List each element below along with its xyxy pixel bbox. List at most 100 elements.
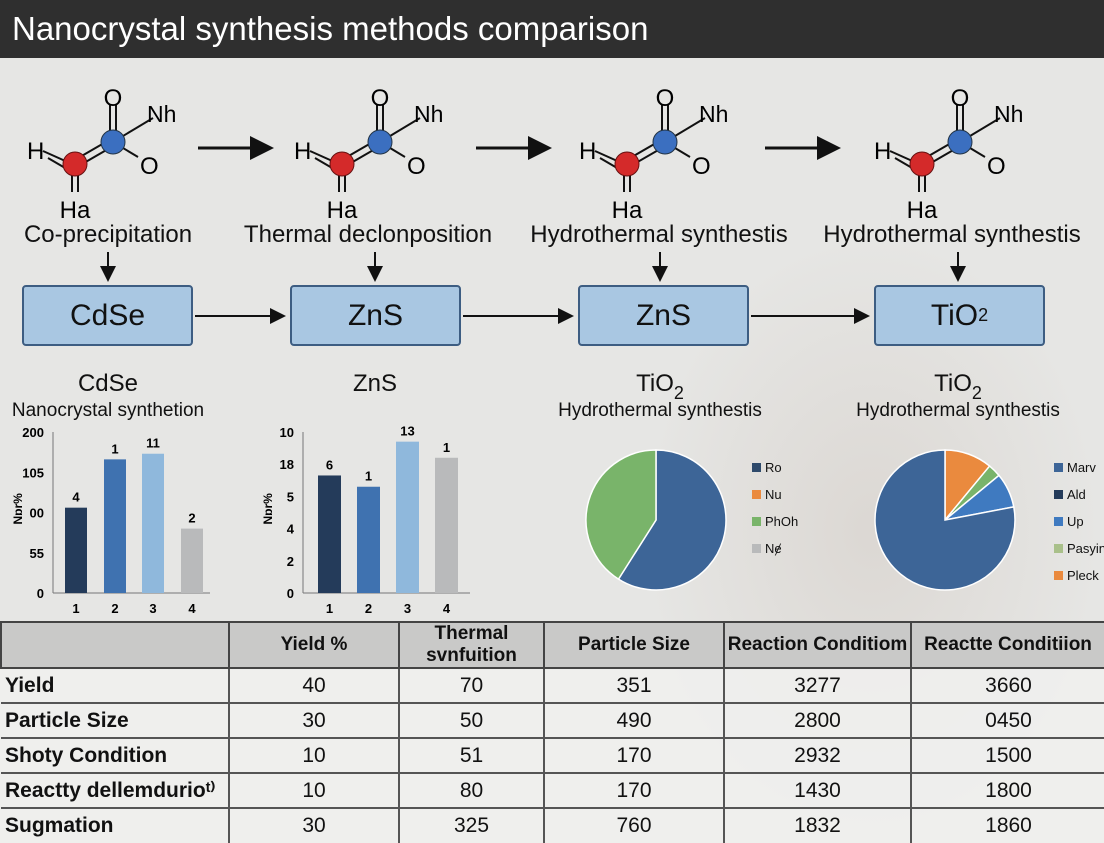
legend-label: Ro	[765, 460, 782, 475]
legend-label: Pasyin	[1067, 541, 1104, 556]
data-label: 13	[400, 424, 414, 439]
caption-title-text: CdSe	[77, 370, 139, 397]
table-cell: Shoty Condition	[1, 737, 229, 773]
bar	[357, 486, 380, 593]
caption-title: CdSe	[78, 370, 138, 398]
legend-label: Marv	[1067, 460, 1096, 475]
x-tick-label: 1	[72, 601, 79, 616]
y-axis-label: Nɒr%	[11, 493, 25, 525]
y-axis-label: Nɒr%	[261, 493, 275, 525]
material-box-zns: ZnS	[290, 285, 461, 346]
caption-title-text: TiO	[636, 370, 674, 397]
box-label: TiO	[930, 298, 979, 332]
material-box-tio2: TiO 2	[874, 285, 1045, 346]
table-cell: 30	[228, 807, 399, 843]
legend-item: Ro	[752, 454, 798, 481]
table-cell: 0450	[910, 702, 1104, 738]
box-label: ZnS	[347, 298, 404, 332]
atom-label: O	[371, 85, 390, 112]
pie-slice	[874, 449, 1016, 591]
material-box-zns: ZnS	[578, 285, 749, 346]
table-cell: 10	[228, 772, 399, 808]
legend-item: PhOh	[752, 508, 798, 535]
box-subscript: 2	[978, 305, 989, 325]
header-row: Yield % Thermal svnfuition Particle Size Re…	[0, 621, 1104, 669]
table-cell: 170	[543, 772, 724, 808]
table-cell: 70	[398, 667, 544, 703]
caption-subscript: 2	[673, 383, 684, 403]
atom-label: H	[874, 138, 891, 165]
atom-label: Ha	[327, 197, 358, 224]
table-cell: 1832	[723, 807, 911, 843]
column-header: Reactte Conditiion	[910, 621, 1104, 669]
bar	[65, 507, 87, 593]
legend-item: Marv	[1054, 454, 1104, 481]
atom-label: Nh	[414, 101, 443, 127]
bar	[318, 475, 341, 593]
legend-swatch	[1054, 463, 1063, 472]
atom-red	[62, 151, 88, 177]
atom-blue	[947, 129, 973, 155]
table-cell: 351	[543, 667, 724, 703]
molecule-diagram: O Nh O H Ha	[579, 85, 728, 224]
caption-subtitle: Hydrothermal synthestis	[856, 400, 1060, 421]
y-tick-label: 2	[287, 554, 294, 569]
x-tick-label: 2	[365, 601, 372, 616]
data-label: 1	[111, 441, 118, 456]
table-cell: 10	[228, 737, 399, 773]
table-cell: 1430	[723, 772, 911, 808]
box-label: ZnS	[635, 298, 692, 332]
table-cell: 325	[398, 807, 544, 843]
table-cell: 3277	[723, 667, 911, 703]
legend-item: Up	[1054, 508, 1104, 535]
molecule-diagram: O Nh O H Ha	[294, 85, 443, 224]
y-tick-label: 00	[30, 506, 44, 521]
x-tick-label: 2	[111, 601, 118, 616]
y-tick-label: 0	[287, 586, 294, 601]
table-cell: 1860	[910, 807, 1104, 843]
table-cell: Sugmation	[1, 807, 229, 843]
data-label: 1	[365, 469, 372, 484]
legend-swatch	[752, 490, 761, 499]
pie-legend: Marv Ald Up Pasyin Pleck	[1054, 454, 1104, 589]
bar	[435, 457, 458, 593]
flow-arrows	[100, 136, 966, 324]
y-tick-label: 105	[22, 465, 44, 480]
table-cell: 51	[398, 737, 544, 773]
legend-label: PhOh	[765, 514, 799, 529]
atom-label: Ha	[612, 197, 643, 224]
molecule-diagram: O Nh O H Ha	[27, 85, 176, 224]
atom-blue	[100, 129, 126, 155]
caption-title-text: TiO	[934, 370, 972, 397]
box-label: CdSe	[69, 298, 146, 332]
table-row: Reactty dellemdurioᵗ⁾ 10 80 170 1430 1800	[1, 772, 1104, 808]
atom-label: O	[987, 153, 1006, 180]
caption-title: TiO2	[636, 370, 684, 404]
table-row: Particle Size 30 50 490 2800 0450	[1, 702, 1104, 738]
table-cell: 40	[228, 667, 399, 703]
atom-label: O	[140, 153, 159, 180]
legend-swatch	[752, 517, 761, 526]
method-label: Thermal declonposition	[243, 221, 493, 248]
caption-title: TiO2	[934, 370, 982, 404]
table-cell: 490	[543, 702, 724, 738]
pie-slice	[617, 449, 727, 591]
table-cell: 760	[543, 807, 724, 843]
y-tick-label: 4	[287, 522, 295, 537]
atom-label: Ha	[907, 197, 938, 224]
caption-title-text: ZnS	[352, 370, 398, 397]
legend-label: Pleck	[1067, 568, 1099, 583]
atom-label: O	[951, 85, 970, 112]
atom-label: O	[407, 153, 426, 180]
legend-item: Pasyin	[1054, 535, 1104, 562]
atom-red	[329, 151, 355, 177]
y-tick-label: 200	[22, 425, 44, 440]
table-cell: 2800	[723, 702, 911, 738]
y-tick-label: 5	[287, 489, 294, 504]
atom-label: Nh	[147, 101, 176, 127]
atom-label: H	[579, 138, 596, 165]
table-row: Yield 40 70 351 3277 3660	[1, 667, 1104, 703]
caption-subtitle: Nanocrystal synthetion	[11, 400, 205, 421]
pie-legend: Ro Nu PhOh Nɇ	[752, 454, 798, 562]
